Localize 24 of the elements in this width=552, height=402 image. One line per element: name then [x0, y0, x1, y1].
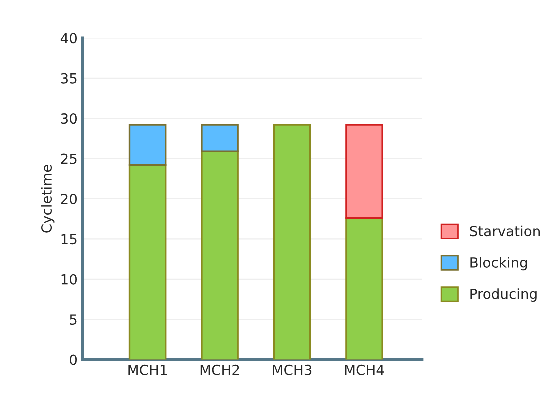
y-tick-label: 25	[61, 154, 77, 164]
y-tick-label: 0	[70, 354, 78, 366]
bar	[128, 124, 167, 166]
bar	[201, 124, 239, 152]
bar	[346, 217, 384, 360]
bar	[128, 164, 167, 360]
y-tick-label: 5	[70, 314, 77, 326]
y-tick-label: 35	[61, 73, 77, 84]
bar	[273, 124, 312, 360]
y-axis-title: Cycletime	[41, 165, 55, 233]
legend-label: Starvation	[470, 226, 540, 237]
y-tick-label: 15	[62, 234, 77, 245]
x-tick-label: MCH4	[345, 364, 384, 376]
bar	[201, 150, 239, 360]
legend-label: Blocking	[470, 257, 528, 271]
legend-label: Producing	[470, 288, 537, 302]
y-tick-label: 30	[61, 114, 78, 124]
bar	[346, 124, 384, 220]
y-tick-label: 20	[61, 194, 78, 204]
x-tick-label: MCH3	[273, 364, 312, 376]
y-tick-label: 10	[62, 274, 78, 285]
x-tick-label: MCH1	[128, 364, 168, 376]
x-tick-label: MCH2	[200, 364, 240, 376]
y-tick-label: 40	[60, 33, 78, 44]
